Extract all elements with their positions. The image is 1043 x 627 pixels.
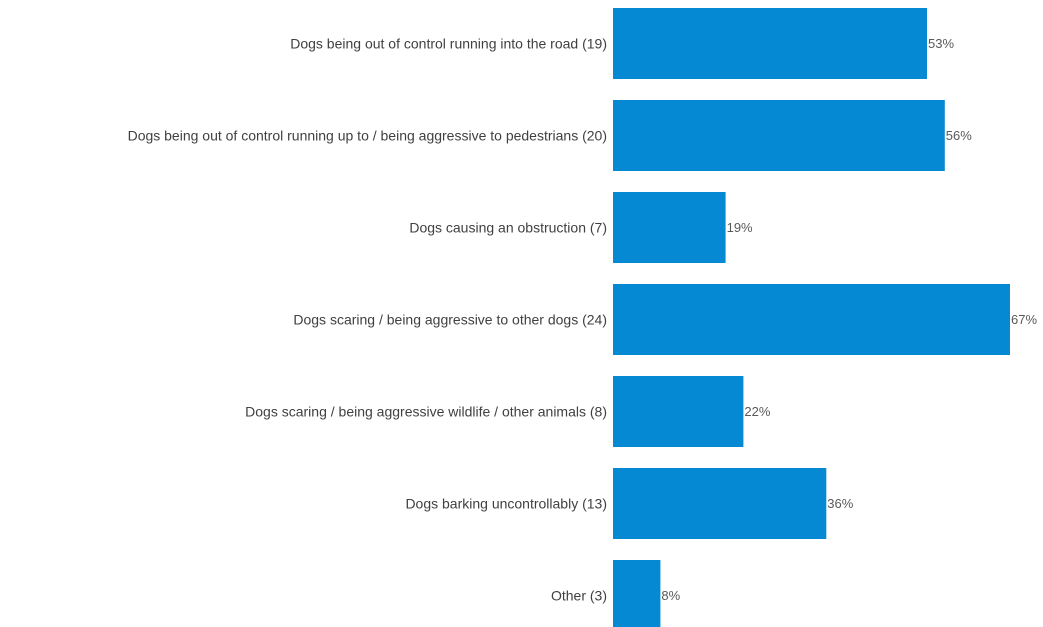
value-label-5: 36% — [827, 496, 853, 511]
value-label-2: 19% — [727, 220, 753, 235]
bar-2 — [613, 192, 726, 263]
bars-group — [613, 8, 1010, 627]
category-label-3: Dogs scaring / being aggressive to other… — [293, 312, 607, 328]
category-label-2: Dogs causing an obstruction (7) — [409, 220, 607, 236]
category-label-5: Dogs barking uncontrollably (13) — [405, 496, 607, 512]
category-label-4: Dogs scaring / being aggressive wildlife… — [245, 404, 607, 420]
category-label-1: Dogs being out of control running up to … — [128, 128, 607, 144]
bar-3 — [613, 284, 1010, 355]
bar-6 — [613, 560, 661, 627]
value-label-6: 8% — [661, 588, 680, 603]
value-labels-group: 53% 56% 19% 67% 22% 36% 8% — [661, 36, 1037, 603]
bar-1 — [613, 100, 945, 171]
category-labels-group: Dogs being out of control running into t… — [128, 36, 607, 604]
bar-4 — [613, 376, 744, 447]
bar-5 — [613, 468, 827, 539]
value-label-1: 56% — [946, 128, 972, 143]
value-label-0: 53% — [928, 36, 954, 51]
bar-0 — [613, 8, 927, 79]
category-label-6: Other (3) — [551, 588, 607, 604]
category-label-0: Dogs being out of control running into t… — [290, 36, 607, 52]
value-label-3: 67% — [1011, 312, 1037, 327]
value-label-4: 22% — [744, 404, 770, 419]
